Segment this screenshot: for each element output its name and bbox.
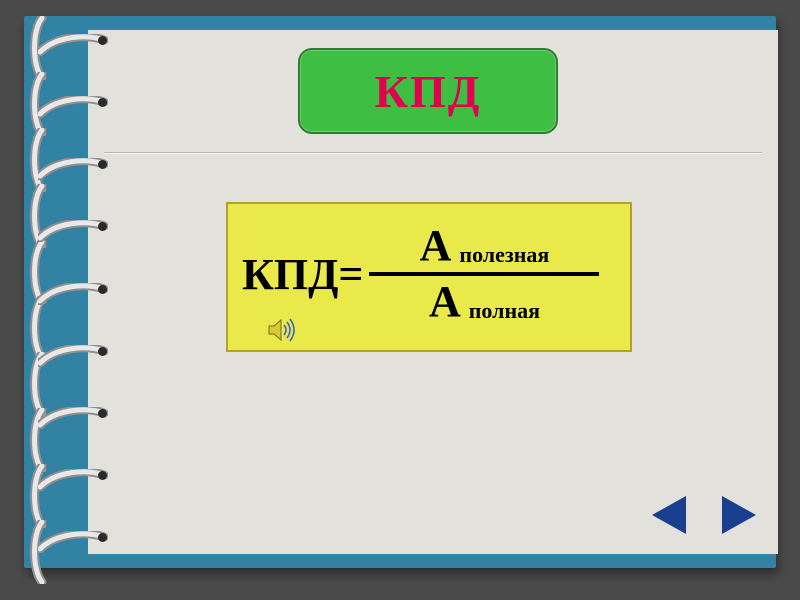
binding-ring xyxy=(38,158,108,180)
divider-line xyxy=(104,152,762,154)
spiral-binding xyxy=(24,20,104,580)
binding-hole xyxy=(98,347,107,356)
denominator-var: А xyxy=(429,278,461,326)
binding-hole xyxy=(98,98,107,107)
binding-ring xyxy=(38,96,108,118)
title-text: КПД xyxy=(375,65,482,118)
fraction-bar xyxy=(369,272,599,276)
next-button[interactable] xyxy=(714,490,764,540)
nav-controls xyxy=(644,490,764,540)
title-box: КПД xyxy=(298,48,558,134)
formula-denominator: А полная xyxy=(421,278,548,326)
sound-icon[interactable] xyxy=(268,318,296,342)
binding-hole xyxy=(98,36,107,45)
numerator-var: А xyxy=(420,222,452,270)
slide-canvas: КПД КПД= А полезная А полная xyxy=(88,30,778,554)
denominator-sub: полная xyxy=(469,299,540,323)
formula: КПД= А полезная А полная xyxy=(242,222,599,327)
binding-ring xyxy=(38,34,108,56)
binding-ring xyxy=(38,345,108,367)
binding-hole xyxy=(98,409,107,418)
formula-numerator: А полезная xyxy=(412,222,558,270)
binding-ring xyxy=(38,407,108,429)
formula-fraction: А полезная А полная xyxy=(369,222,599,327)
binding-hole xyxy=(98,285,107,294)
formula-lhs: КПД= xyxy=(242,249,363,300)
binding-ring xyxy=(38,283,108,305)
prev-button[interactable] xyxy=(644,490,694,540)
numerator-sub: полезная xyxy=(459,243,549,267)
formula-box: КПД= А полезная А полная xyxy=(226,202,632,352)
